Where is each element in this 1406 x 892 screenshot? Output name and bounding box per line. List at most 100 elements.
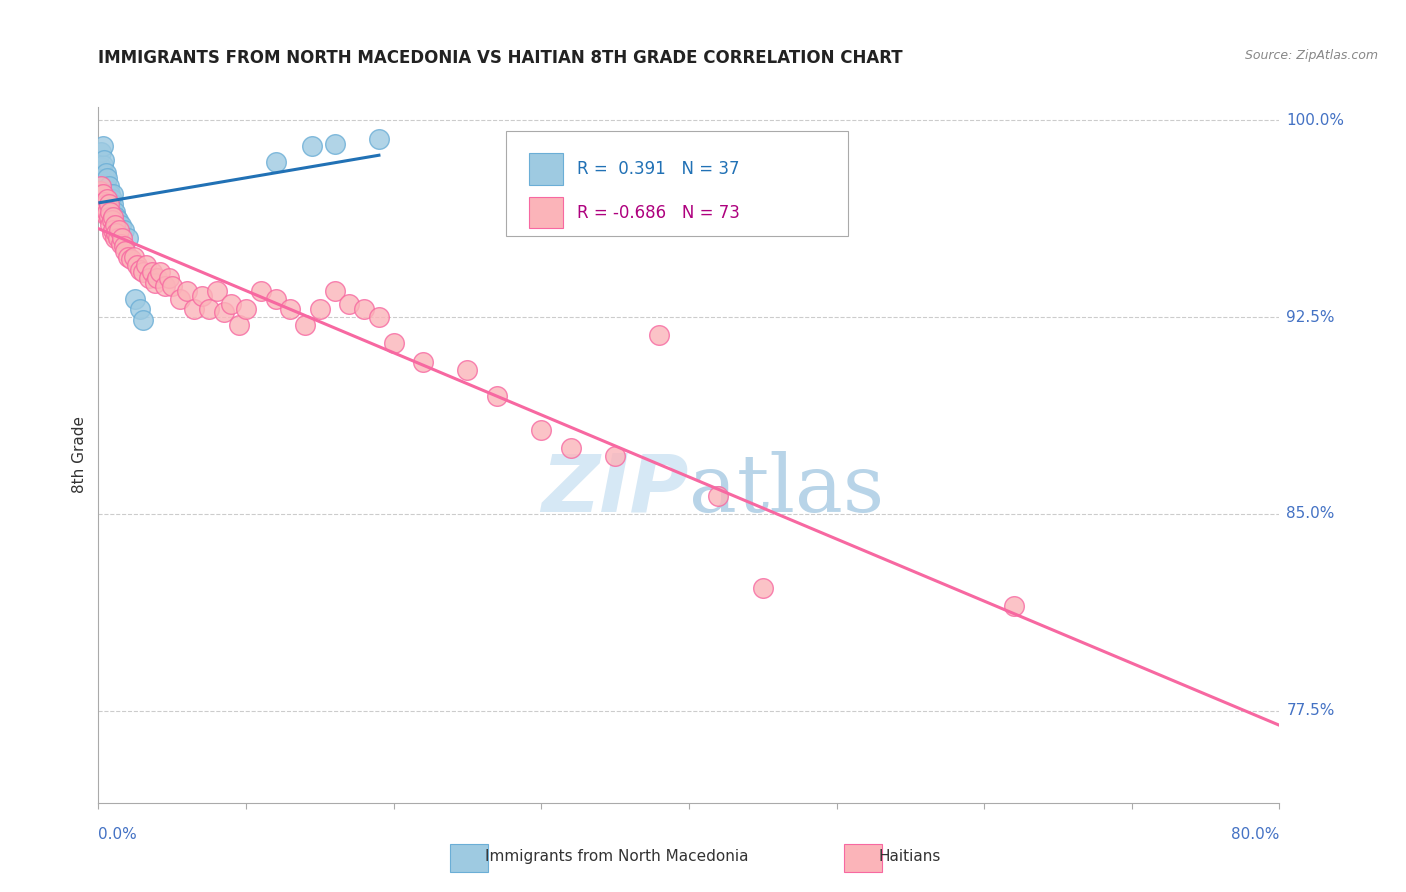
- Point: [100, 192, 122, 206]
- Point: [93, 186, 115, 201]
- Point: [98, 205, 121, 219]
- Point: [91, 186, 114, 201]
- Point: [91, 158, 114, 172]
- Point: [264, 292, 287, 306]
- Point: [149, 265, 172, 279]
- Point: [337, 297, 360, 311]
- Point: [153, 278, 176, 293]
- Point: [93, 194, 115, 209]
- Text: Source: ZipAtlas.com: Source: ZipAtlas.com: [1244, 49, 1378, 62]
- Point: [530, 423, 553, 437]
- Y-axis label: 8th Grade: 8th Grade: [72, 417, 87, 493]
- Text: 92.5%: 92.5%: [1286, 310, 1334, 325]
- Point: [114, 244, 136, 259]
- Text: 80.0%: 80.0%: [1232, 827, 1279, 841]
- Point: [90, 178, 112, 193]
- Point: [104, 205, 127, 219]
- Point: [90, 178, 112, 193]
- Text: 0.0%: 0.0%: [98, 827, 138, 841]
- Text: ZIP: ZIP: [541, 450, 689, 529]
- Point: [382, 336, 405, 351]
- Point: [105, 226, 128, 240]
- Point: [103, 186, 125, 201]
- Point: [1002, 599, 1025, 613]
- Point: [125, 258, 148, 272]
- Point: [96, 192, 118, 206]
- FancyBboxPatch shape: [506, 131, 848, 235]
- Point: [605, 449, 627, 463]
- Point: [212, 305, 235, 319]
- Point: [138, 270, 160, 285]
- Point: [198, 302, 221, 317]
- Point: [112, 239, 135, 253]
- Point: [100, 205, 122, 219]
- Point: [91, 197, 114, 211]
- Point: [301, 139, 323, 153]
- Point: [104, 231, 127, 245]
- Text: 100.0%: 100.0%: [1286, 112, 1344, 128]
- Text: IMMIGRANTS FROM NORTH MACEDONIA VS HAITIAN 8TH GRADE CORRELATION CHART: IMMIGRANTS FROM NORTH MACEDONIA VS HAITI…: [98, 49, 903, 67]
- Point: [117, 250, 139, 264]
- Point: [278, 302, 302, 317]
- Point: [97, 178, 120, 193]
- Point: [89, 184, 111, 198]
- Point: [368, 131, 391, 145]
- Point: [228, 318, 250, 332]
- Point: [97, 197, 120, 211]
- Point: [96, 205, 118, 219]
- Point: [205, 284, 228, 298]
- Point: [323, 284, 346, 298]
- Point: [264, 155, 287, 169]
- Point: [94, 166, 117, 180]
- Point: [90, 161, 112, 175]
- Point: [323, 136, 346, 151]
- Point: [176, 284, 198, 298]
- Point: [96, 192, 118, 206]
- Point: [98, 186, 121, 201]
- Point: [132, 312, 155, 326]
- Point: [100, 213, 122, 227]
- Point: [456, 362, 478, 376]
- FancyBboxPatch shape: [530, 153, 562, 185]
- Point: [309, 302, 332, 317]
- Point: [120, 252, 142, 267]
- Point: [191, 289, 214, 303]
- Point: [97, 211, 120, 225]
- Text: Immigrants from North Macedonia: Immigrants from North Macedonia: [485, 849, 748, 863]
- Point: [412, 355, 434, 369]
- Point: [219, 297, 242, 311]
- Point: [103, 211, 125, 225]
- Point: [143, 276, 166, 290]
- Point: [103, 197, 125, 211]
- Point: [94, 197, 117, 211]
- Point: [751, 581, 773, 595]
- Point: [93, 205, 115, 219]
- Point: [141, 265, 163, 279]
- Point: [107, 213, 129, 227]
- Point: [162, 278, 183, 293]
- Point: [124, 292, 146, 306]
- Point: [107, 231, 129, 245]
- Point: [122, 250, 145, 264]
- Point: [146, 270, 169, 285]
- Point: [96, 170, 118, 185]
- Point: [98, 218, 121, 232]
- Point: [98, 197, 121, 211]
- Point: [89, 170, 111, 185]
- Point: [648, 328, 671, 343]
- Point: [486, 389, 509, 403]
- Point: [135, 258, 157, 272]
- Point: [235, 302, 257, 317]
- Point: [93, 169, 115, 183]
- Point: [111, 231, 134, 245]
- Point: [112, 223, 135, 237]
- Point: [91, 173, 114, 187]
- Point: [110, 218, 132, 232]
- Text: 85.0%: 85.0%: [1286, 507, 1334, 522]
- Point: [110, 236, 132, 251]
- Point: [90, 186, 112, 201]
- FancyBboxPatch shape: [530, 197, 562, 228]
- Point: [97, 192, 120, 206]
- Text: atlas: atlas: [689, 450, 884, 529]
- Point: [183, 302, 205, 317]
